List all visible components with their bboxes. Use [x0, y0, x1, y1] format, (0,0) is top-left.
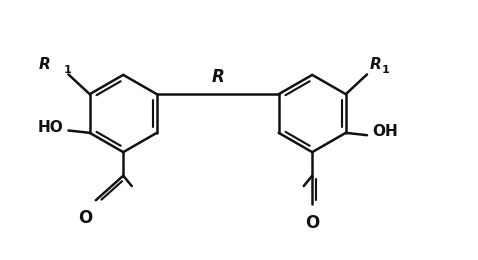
Text: O: O — [78, 209, 93, 227]
Text: OH: OH — [372, 124, 398, 139]
Text: 1: 1 — [64, 65, 72, 75]
Text: 1: 1 — [382, 65, 390, 75]
Text: R: R — [211, 68, 224, 86]
Text: HO: HO — [38, 120, 64, 135]
Text: R: R — [369, 57, 381, 72]
Text: R: R — [39, 57, 51, 72]
Text: O: O — [305, 214, 319, 232]
